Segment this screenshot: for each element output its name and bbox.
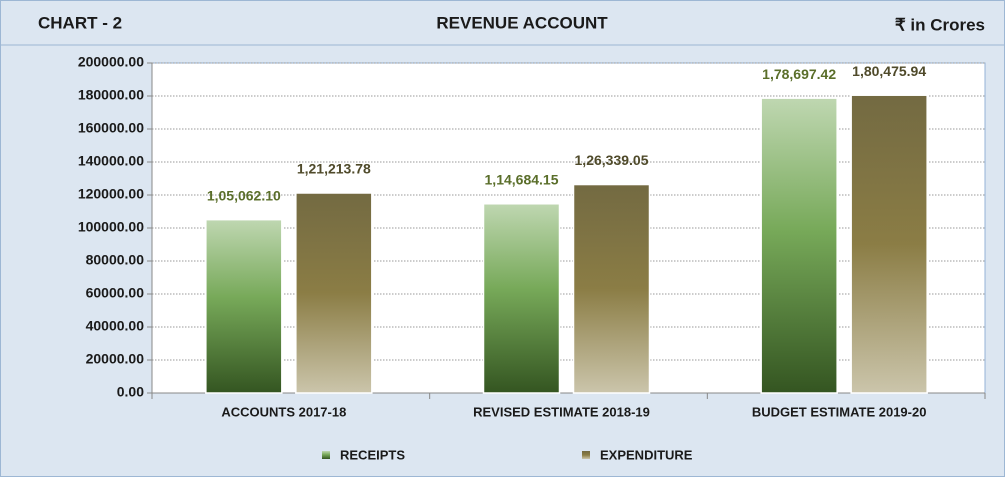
- bar: [572, 183, 651, 394]
- data-label: 1,05,062.10: [207, 187, 281, 203]
- legend-label: RECEIPTS: [340, 447, 405, 462]
- legend-marker: [582, 451, 590, 459]
- x-tick-label: BUDGET ESTIMATE 2019-20: [752, 404, 927, 419]
- data-label: 1,80,475.94: [852, 63, 926, 79]
- y-tick-label: 140000.00: [78, 153, 144, 169]
- unit-label: ₹ in Crores: [895, 15, 985, 34]
- legend-marker: [322, 451, 330, 459]
- bar: [760, 97, 838, 394]
- y-tick-label: 80000.00: [86, 252, 145, 268]
- x-tick-label: ACCOUNTS 2017-18: [221, 404, 346, 419]
- chart-number: CHART - 2: [38, 13, 122, 32]
- y-tick-label: 200000.00: [78, 54, 144, 70]
- bar: [850, 94, 928, 394]
- legend-label: EXPENDITURE: [600, 447, 693, 462]
- y-tick-label: 160000.00: [78, 120, 144, 136]
- bar: [295, 192, 373, 394]
- chart-title: REVENUE ACCOUNT: [436, 13, 608, 32]
- bar: [482, 203, 561, 394]
- y-tick-label: 40000.00: [86, 318, 145, 334]
- data-label: 1,21,213.78: [297, 161, 371, 177]
- data-label: 1,26,339.05: [575, 152, 649, 168]
- y-tick-label: 180000.00: [78, 87, 144, 103]
- x-tick-label: REVISED ESTIMATE 2018-19: [473, 404, 650, 419]
- y-tick-label: 20000.00: [86, 351, 145, 367]
- data-label: 1,78,697.42: [762, 66, 836, 82]
- bar: [205, 218, 283, 394]
- y-tick-label: 60000.00: [86, 285, 145, 301]
- y-tick-label: 100000.00: [78, 219, 144, 235]
- y-tick-label: 120000.00: [78, 186, 144, 202]
- data-label: 1,14,684.15: [485, 171, 559, 187]
- y-tick-label: 0.00: [117, 384, 144, 400]
